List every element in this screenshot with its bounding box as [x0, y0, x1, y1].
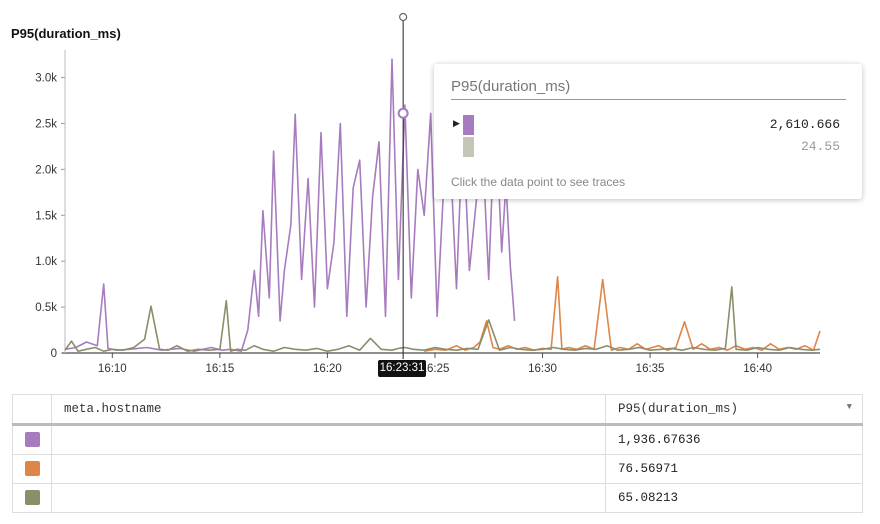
x-tick-label: 16:10 [98, 363, 127, 375]
table-row[interactable]: 65.08213 [12, 483, 863, 513]
series-line-0[interactable] [64, 58, 516, 353]
redacted-hostname [60, 427, 325, 453]
hover-tooltip: P95(duration_ms) ▶ 2,610.666 24.55 Click… [434, 64, 862, 199]
series-swatch [24, 432, 40, 448]
x-tick-label: 16:35 [636, 363, 665, 375]
y-tick-label: 2.0k [35, 164, 57, 176]
value-cell: 1,936.67636 [605, 424, 863, 455]
value-cell: 65.08213 [605, 483, 863, 513]
series-line-2[interactable] [64, 286, 821, 353]
hostname-cell [51, 483, 606, 513]
y-tick-label: 3.0k [35, 73, 57, 85]
column-header-hostname[interactable]: meta.hostname [51, 394, 606, 426]
y-tick-label: 0 [51, 348, 57, 360]
series-line-1[interactable] [424, 275, 821, 352]
triangle-right-icon: ▶ [453, 118, 460, 128]
y-tick-label: 2.5k [35, 118, 57, 130]
chart-plot[interactable]: P95(duration_ms) 0 0.5k 1.0k 1.5k 2.0k 2.5k 3.… [0, 0, 880, 390]
tooltip-row[interactable]: 24.55 [451, 137, 840, 157]
pin-icon[interactable] [399, 12, 408, 22]
redacted-hostname [60, 485, 325, 511]
tooltip-hint: Click the data point to see traces [451, 175, 626, 189]
tooltip-swatch [463, 115, 474, 135]
x-tick-label: 16:20 [313, 363, 342, 375]
tooltip-divider [451, 99, 846, 100]
tooltip-value: 2,610.666 [769, 117, 840, 132]
hostname-cell [51, 454, 606, 484]
column-header-p95[interactable]: P95(duration_ms) ▼ [605, 394, 863, 426]
table-row[interactable]: 76.56971 [12, 454, 863, 484]
tooltip-title: P95(duration_ms) [451, 78, 571, 95]
tooltip-swatch [463, 137, 474, 157]
x-tick-label: 16:25 [421, 363, 450, 375]
tooltip-row[interactable]: ▶ 2,610.666 [451, 115, 840, 135]
table-header-row: meta.hostname P95(duration_ms) ▼ [12, 394, 863, 426]
value-cell: 76.56971 [605, 454, 863, 484]
series-swatch [24, 490, 40, 506]
swatch-header [12, 394, 52, 426]
y-tick-label: 1.0k [35, 256, 57, 268]
legend-table: meta.hostname P95(duration_ms) ▼ 1,936.6… [12, 394, 863, 513]
series-swatch [24, 461, 40, 477]
redacted-hostname [60, 456, 325, 482]
y-tick-label: 0.5k [35, 302, 57, 314]
x-tick-label: 16:30 [528, 363, 557, 375]
hover-point-marker[interactable] [397, 107, 409, 119]
hover-time-badge: 16:23:31 [378, 360, 426, 377]
hostname-cell [51, 424, 606, 455]
column-header-p95-label: P95(duration_ms) [618, 402, 739, 416]
y-axis-label: P95(duration_ms) [11, 26, 121, 41]
sort-desc-icon[interactable]: ▼ [846, 402, 852, 412]
tooltip-value: 24.55 [800, 139, 840, 154]
x-tick-label: 16:40 [743, 363, 772, 375]
table-row[interactable]: 1,936.67636 [12, 424, 863, 455]
y-tick-label: 1.5k [35, 210, 57, 222]
x-tick-label: 16:15 [205, 363, 234, 375]
